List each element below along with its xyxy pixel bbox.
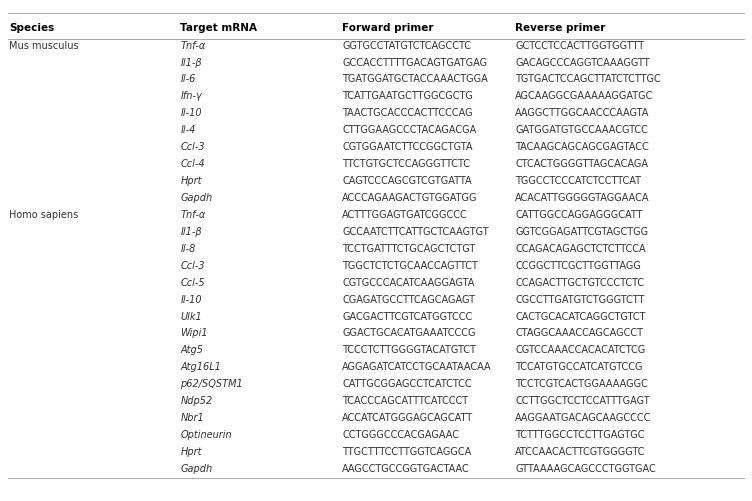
Text: GATGGATGTGCCAAACGTCC: GATGGATGTGCCAAACGTCC [515,125,648,135]
Text: TGTGACTCCAGCTTATCTCTTGC: TGTGACTCCAGCTTATCTCTTGC [515,75,661,85]
Text: TCACCCAGCATTTCATCCCT: TCACCCAGCATTTCATCCCT [342,396,468,406]
Text: Wipi1: Wipi1 [180,329,208,339]
Text: ACCCAGAAGACTGTGGATGG: ACCCAGAAGACTGTGGATGG [342,193,478,203]
Text: TCTTTGGCCTCCTTGAGTGC: TCTTTGGCCTCCTTGAGTGC [515,430,644,440]
Text: GCCACCTTTTGACAGTGATGAG: GCCACCTTTTGACAGTGATGAG [342,58,487,68]
Text: GGTGCCTATGTCTCAGCCTC: GGTGCCTATGTCTCAGCCTC [342,41,472,51]
Text: Hprt: Hprt [180,447,202,457]
Text: Reverse primer: Reverse primer [515,23,605,33]
Text: TGATGGATGCTACCAAACTGGA: TGATGGATGCTACCAAACTGGA [342,75,488,85]
Text: TCCTCGTCACTGGAAAAGGC: TCCTCGTCACTGGAAAAGGC [515,379,648,389]
Text: Ccl-3: Ccl-3 [180,142,205,152]
Text: GCTCCTCCACTTGGTGGTTT: GCTCCTCCACTTGGTGGTTT [515,41,644,51]
Text: Ccl-5: Ccl-5 [180,278,205,288]
Text: Ifn-γ: Ifn-γ [180,91,202,101]
Text: Hprt: Hprt [180,176,202,186]
Text: GGACTGCACATGAAATCCCG: GGACTGCACATGAAATCCCG [342,329,476,339]
Text: Ulk1: Ulk1 [180,312,202,322]
Text: CCAGACAGAGCTCTCTTCCA: CCAGACAGAGCTCTCTTCCA [515,244,646,254]
Text: Forward primer: Forward primer [342,23,434,33]
Text: AGCAAGGCGAAAAAGGATGC: AGCAAGGCGAAAAAGGATGC [515,91,653,101]
Text: Target mRNA: Target mRNA [180,23,257,33]
Text: Optineurin: Optineurin [180,430,232,440]
Text: GACAGCCCAGGTCAAAGGTT: GACAGCCCAGGTCAAAGGTT [515,58,650,68]
Text: TTGCTTTCCTTGGTCAGGCA: TTGCTTTCCTTGGTCAGGCA [342,447,472,457]
Text: AAGGCTTGGCAACCCAAGTA: AAGGCTTGGCAACCCAAGTA [515,108,650,118]
Text: Atg5: Atg5 [180,345,204,355]
Text: GACGACTTCGTCATGGTCCC: GACGACTTCGTCATGGTCCC [342,312,472,322]
Text: TTCTGTGCTCCAGGGTTCTC: TTCTGTGCTCCAGGGTTCTC [342,159,470,169]
Text: CGCCTTGATGTCTGGGTCTT: CGCCTTGATGTCTGGGTCTT [515,295,644,305]
Text: CACTGCACATCAGGCTGTCT: CACTGCACATCAGGCTGTCT [515,312,645,322]
Text: Ccl-3: Ccl-3 [180,261,205,271]
Text: TGGCCTCCCATCTCCTTCAT: TGGCCTCCCATCTCCTTCAT [515,176,641,186]
Text: TCCCTCTTGGGGTACATGTCT: TCCCTCTTGGGGTACATGTCT [342,345,476,355]
Text: Homo sapiens: Homo sapiens [9,210,78,220]
Text: Nbr1: Nbr1 [180,413,205,423]
Text: Il-8: Il-8 [180,244,196,254]
Text: Ndp52: Ndp52 [180,396,213,406]
Text: GTTAAAAGCAGCCCTGGTGAC: GTTAAAAGCAGCCCTGGTGAC [515,464,656,474]
Text: Gapdh: Gapdh [180,193,213,203]
Text: ACTTTGGAGTGATCGGCCC: ACTTTGGAGTGATCGGCCC [342,210,468,220]
Text: Mus musculus: Mus musculus [9,41,79,51]
Text: ATCCAACACTTCGTGGGGTC: ATCCAACACTTCGTGGGGTC [515,447,645,457]
Text: TACAAGCAGCAGCGAGTACC: TACAAGCAGCAGCGAGTACC [515,142,649,152]
Text: CTCACTGGGGTTAGCACAGA: CTCACTGGGGTTAGCACAGA [515,159,648,169]
Text: Ccl-4: Ccl-4 [180,159,205,169]
Text: GCCAATCTTCATTGCTCAAGTGT: GCCAATCTTCATTGCTCAAGTGT [342,227,489,237]
Text: AAGGAATGACAGCAAGCCCC: AAGGAATGACAGCAAGCCCC [515,413,651,423]
Text: Il-10: Il-10 [180,295,202,305]
Text: AGGAGATCATCCTGCAATAACAA: AGGAGATCATCCTGCAATAACAA [342,362,492,372]
Text: CCTTGGCTCCTCCATTTGAGT: CCTTGGCTCCTCCATTTGAGT [515,396,650,406]
Text: p62/SQSTM1: p62/SQSTM1 [180,379,243,389]
Text: CATTGCGGAGCCTCATCTCC: CATTGCGGAGCCTCATCTCC [342,379,472,389]
Text: Il-6: Il-6 [180,75,196,85]
Text: CTAGGCAAACCAGCAGCCT: CTAGGCAAACCAGCAGCCT [515,329,643,339]
Text: CCGGCTTCGCTTGGTTAGG: CCGGCTTCGCTTGGTTAGG [515,261,641,271]
Text: Species: Species [9,23,54,33]
Text: Il-10: Il-10 [180,108,202,118]
Text: Atg16L1: Atg16L1 [180,362,221,372]
Text: CGTCCAAACCACACATCTCG: CGTCCAAACCACACATCTCG [515,345,645,355]
Text: TCATTGAATGCTTGGCGCTG: TCATTGAATGCTTGGCGCTG [342,91,473,101]
Text: AAGCCTGCCGGTGACTAAC: AAGCCTGCCGGTGACTAAC [342,464,470,474]
Text: CGTGCCCACATCAAGGAGTA: CGTGCCCACATCAAGGAGTA [342,278,475,288]
Text: CAGTCCCAGCGTCGTGATTA: CAGTCCCAGCGTCGTGATTA [342,176,472,186]
Text: Il-4: Il-4 [180,125,196,135]
Text: CCAGACTTGCTGTCCCTCTC: CCAGACTTGCTGTCCCTCTC [515,278,644,288]
Text: CTTGGAAGCCCTACAGACGA: CTTGGAAGCCCTACAGACGA [342,125,477,135]
Text: GGTCGGAGATTCGTAGCTGG: GGTCGGAGATTCGTAGCTGG [515,227,648,237]
Text: CGAGATGCCTTCAGCAGAGT: CGAGATGCCTTCAGCAGAGT [342,295,475,305]
Text: TAACTGCACCCACTTCCCAG: TAACTGCACCCACTTCCCAG [342,108,473,118]
Text: TCCTGATTTCTGCAGCTCTGT: TCCTGATTTCTGCAGCTCTGT [342,244,475,254]
Text: CCTGGGCCCACGAGAAC: CCTGGGCCCACGAGAAC [342,430,459,440]
Text: Il1-β: Il1-β [180,227,202,237]
Text: Gapdh: Gapdh [180,464,213,474]
Text: Tnf-α: Tnf-α [180,41,206,51]
Text: TGGCTCTCTGCAACCAGTTCT: TGGCTCTCTGCAACCAGTTCT [342,261,478,271]
Text: TCCATGTGCCATCATGTCCG: TCCATGTGCCATCATGTCCG [515,362,643,372]
Text: CATTGGCCAGGAGGGCATT: CATTGGCCAGGAGGGCATT [515,210,643,220]
Text: CGTGGAATCTTCCGGCTGTA: CGTGGAATCTTCCGGCTGTA [342,142,473,152]
Text: Tnf-α: Tnf-α [180,210,206,220]
Text: ACCATCATGGGAGCAGCATT: ACCATCATGGGAGCAGCATT [342,413,473,423]
Text: ACACATTGGGGGTAGGAACA: ACACATTGGGGGTAGGAACA [515,193,650,203]
Text: Il1-β: Il1-β [180,58,202,68]
